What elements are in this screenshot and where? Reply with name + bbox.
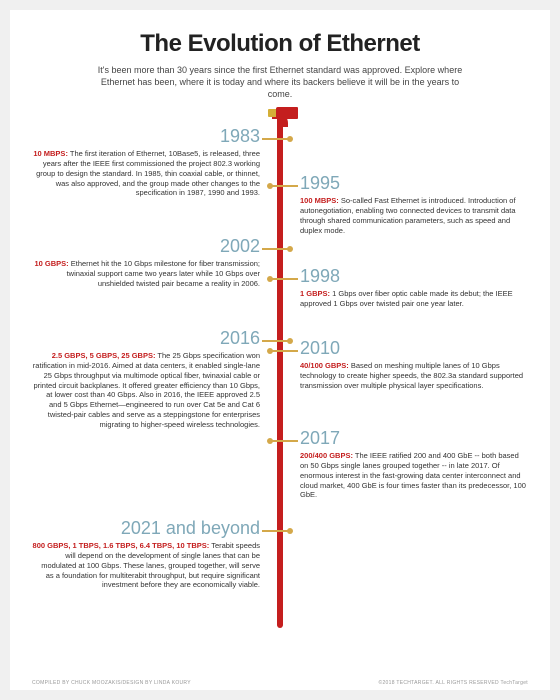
footer: COMPILED BY CHUCK MOOZAKIS/DESIGN BY LIN… — [32, 680, 528, 686]
timeline-body: 800 GBPS, 1 TBPS, 1.6 TBPS, 6.4 TBPS, 10… — [32, 541, 260, 590]
timeline-tick — [270, 350, 298, 352]
timeline-body: 1 GBPS: 1 Gbps over fiber optic cable ma… — [300, 289, 528, 309]
timeline-year: 1998 — [300, 266, 528, 287]
timeline-entry: 2017200/400 GBPS: The IEEE ratified 200 … — [300, 428, 528, 500]
timeline-body: 2.5 GBPS, 5 GBPS, 25 GBPS: The 25 Gbps s… — [32, 351, 260, 429]
entry-text: Ethernet hit the 10 Gbps milestone for f… — [67, 259, 260, 288]
timeline-entry: 19981 GBPS: 1 Gbps over fiber optic cabl… — [300, 266, 528, 309]
timeline-entry: 201040/100 GBPS: Based on meshing multip… — [300, 338, 528, 390]
speed-label: 10 MBPS: — [33, 149, 68, 158]
speed-label: 1 GBPS: — [300, 289, 330, 298]
timeline: 198310 MBPS: The first iteration of Ethe… — [32, 108, 528, 648]
infographic-page: The Evolution of Ethernet It's been more… — [10, 10, 550, 690]
entry-text: The 25 Gbps specification won ratificati… — [33, 351, 260, 428]
timeline-body: 100 MBPS: So-called Fast Ethernet is int… — [300, 196, 528, 235]
timeline-tick — [270, 278, 298, 280]
footer-copyright: ©2018 TECHTARGET. ALL RIGHTS RESERVED Te… — [378, 680, 528, 686]
speed-label: 800 GBPS, 1 TBPS, 1.6 TBPS, 6.4 TBPS, 10… — [33, 541, 210, 550]
footer-credits: COMPILED BY CHUCK MOOZAKIS/DESIGN BY LIN… — [32, 680, 191, 686]
timeline-year: 1983 — [32, 126, 260, 147]
timeline-entry: 200210 GBPS: Ethernet hit the 10 Gbps mi… — [32, 236, 260, 288]
speed-label: 200/400 GBPS: — [300, 451, 353, 460]
timeline-tick — [262, 530, 290, 532]
timeline-body: 40/100 GBPS: Based on meshing multiple l… — [300, 361, 528, 390]
timeline-entry: 1995100 MBPS: So-called Fast Ethernet is… — [300, 173, 528, 235]
page-title: The Evolution of Ethernet — [32, 30, 528, 58]
timeline-year: 2010 — [300, 338, 528, 359]
timeline-body: 10 MBPS: The first iteration of Ethernet… — [32, 149, 260, 198]
timeline-entry: 20162.5 GBPS, 5 GBPS, 25 GBPS: The 25 Gb… — [32, 328, 260, 429]
speed-label: 2.5 GBPS, 5 GBPS, 25 GBPS: — [52, 351, 156, 360]
page-subtitle: It's been more than 30 years since the f… — [90, 64, 470, 100]
timeline-year: 1995 — [300, 173, 528, 194]
entry-text: The first iteration of Ethernet, 10Base5… — [36, 149, 260, 197]
timeline-body: 10 GBPS: Ethernet hit the 10 Gbps milest… — [32, 259, 260, 288]
timeline-tick — [262, 138, 290, 140]
timeline-year: 2017 — [300, 428, 528, 449]
timeline-tick — [262, 340, 290, 342]
timeline-year: 2002 — [32, 236, 260, 257]
speed-label: 100 MBPS: — [300, 196, 339, 205]
timeline-body: 200/400 GBPS: The IEEE ratified 200 and … — [300, 451, 528, 500]
timeline-year: 2016 — [32, 328, 260, 349]
timeline-entry: 198310 MBPS: The first iteration of Ethe… — [32, 126, 260, 198]
timeline-entry: 2021 and beyond 800 GBPS, 1 TBPS, 1.6 TBP… — [32, 518, 260, 590]
timeline-year: 2021 and beyond — [32, 518, 260, 539]
speed-label: 40/100 GBPS: — [300, 361, 349, 370]
ethernet-plug-icon — [262, 104, 298, 122]
timeline-tick — [270, 185, 298, 187]
timeline-tick — [262, 248, 290, 250]
speed-label: 10 GBPS: — [34, 259, 68, 268]
timeline-tick — [270, 440, 298, 442]
entry-text: 1 Gbps over fiber optic cable made its d… — [300, 289, 513, 308]
